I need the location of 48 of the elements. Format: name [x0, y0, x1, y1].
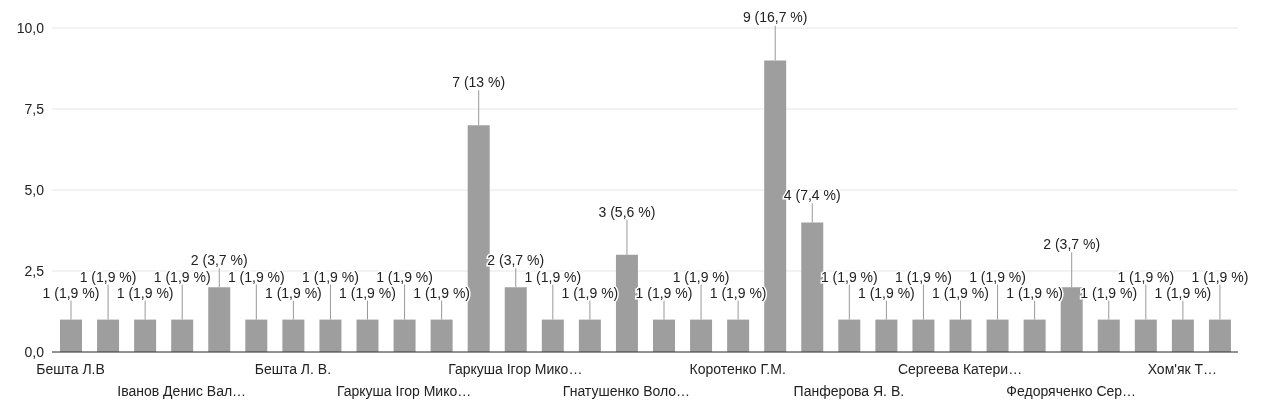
data-label: 1 (1,9 %) — [302, 268, 359, 285]
data-label: 1 (1,9 %) — [969, 268, 1026, 285]
data-label: 9 (16,7 %) — [742, 9, 808, 26]
data-label: 1 (1,9 %) — [524, 268, 582, 285]
data-label: 1 (1,9 %) — [153, 268, 211, 285]
data-label: 2 (3,7 %) — [190, 252, 248, 269]
x-tick-label: Хом'як Т… — [1147, 361, 1218, 377]
y-tick-label: 0,0 — [24, 343, 45, 360]
data-label: 1 (1,9 %) — [264, 284, 322, 301]
data-label: 1 (1,9 %) — [1154, 284, 1212, 301]
data-label: 1 (1,9 %) — [339, 284, 396, 301]
x-tick-label: Бешта Л. В. — [254, 361, 332, 377]
data-label: 1 (1,9 %) — [932, 284, 989, 301]
data-label: 1 (1,9 %) — [376, 268, 433, 285]
data-label: 1 (1,9 %) — [1006, 284, 1064, 301]
data-label: 1 (1,9 %) — [820, 268, 878, 285]
data-label: 1 (1,9 %) — [709, 284, 767, 301]
data-label: 1 (1,9 %) — [635, 284, 693, 301]
y-tick-label: 5,0 — [24, 181, 45, 198]
data-label: 1 (1,9 %) — [79, 268, 137, 285]
data-label: 1 (1,9 %) — [116, 284, 174, 301]
data-label: 7 (13 %) — [452, 74, 506, 91]
data-label: 1 (1,9 %) — [895, 268, 952, 285]
data-label: 2 (3,7 %) — [1043, 236, 1101, 253]
x-tick-label: Бешта Л.В — [36, 361, 105, 377]
data-label: 1 (1,9 %) — [1191, 268, 1249, 285]
x-tick-label: Гаркуша Ігор Мико… — [448, 361, 583, 377]
x-tick-label: Гаркуша Ігор Мико… — [336, 383, 472, 399]
x-tick-label: Сергеева Катери… — [897, 361, 1023, 377]
x-tick-label: Панферова Я. В. — [793, 383, 905, 399]
x-tick-label: Іванов Денис Вал… — [117, 383, 247, 399]
data-label: 1 (1,9 %) — [1117, 268, 1175, 285]
data-label: 3 (5,6 %) — [598, 203, 656, 220]
y-tick-label: 7,5 — [24, 100, 45, 117]
x-tick-label: Коротенко Г.М. — [689, 361, 786, 377]
data-label: 2 (3,7 %) — [487, 252, 545, 269]
y-tick-label: 10,0 — [16, 19, 45, 36]
data-label: 1 (1,9 %) — [561, 284, 619, 301]
data-label: 1 (1,9 %) — [413, 284, 471, 301]
y-tick-label: 2,5 — [24, 262, 45, 279]
data-label: 1 (1,9 %) — [42, 284, 100, 301]
data-label: 1 (1,9 %) — [227, 268, 285, 285]
data-label: 1 (1,9 %) — [1080, 284, 1138, 301]
data-label: 4 (7,4 %) — [783, 187, 841, 204]
x-tick-label: Федоряченко Сер… — [1006, 383, 1137, 399]
x-tick-label: Гнатушенко Воло… — [562, 383, 691, 399]
data-label: 1 (1,9 %) — [672, 268, 730, 285]
data-label: 1 (1,9 %) — [857, 284, 915, 301]
